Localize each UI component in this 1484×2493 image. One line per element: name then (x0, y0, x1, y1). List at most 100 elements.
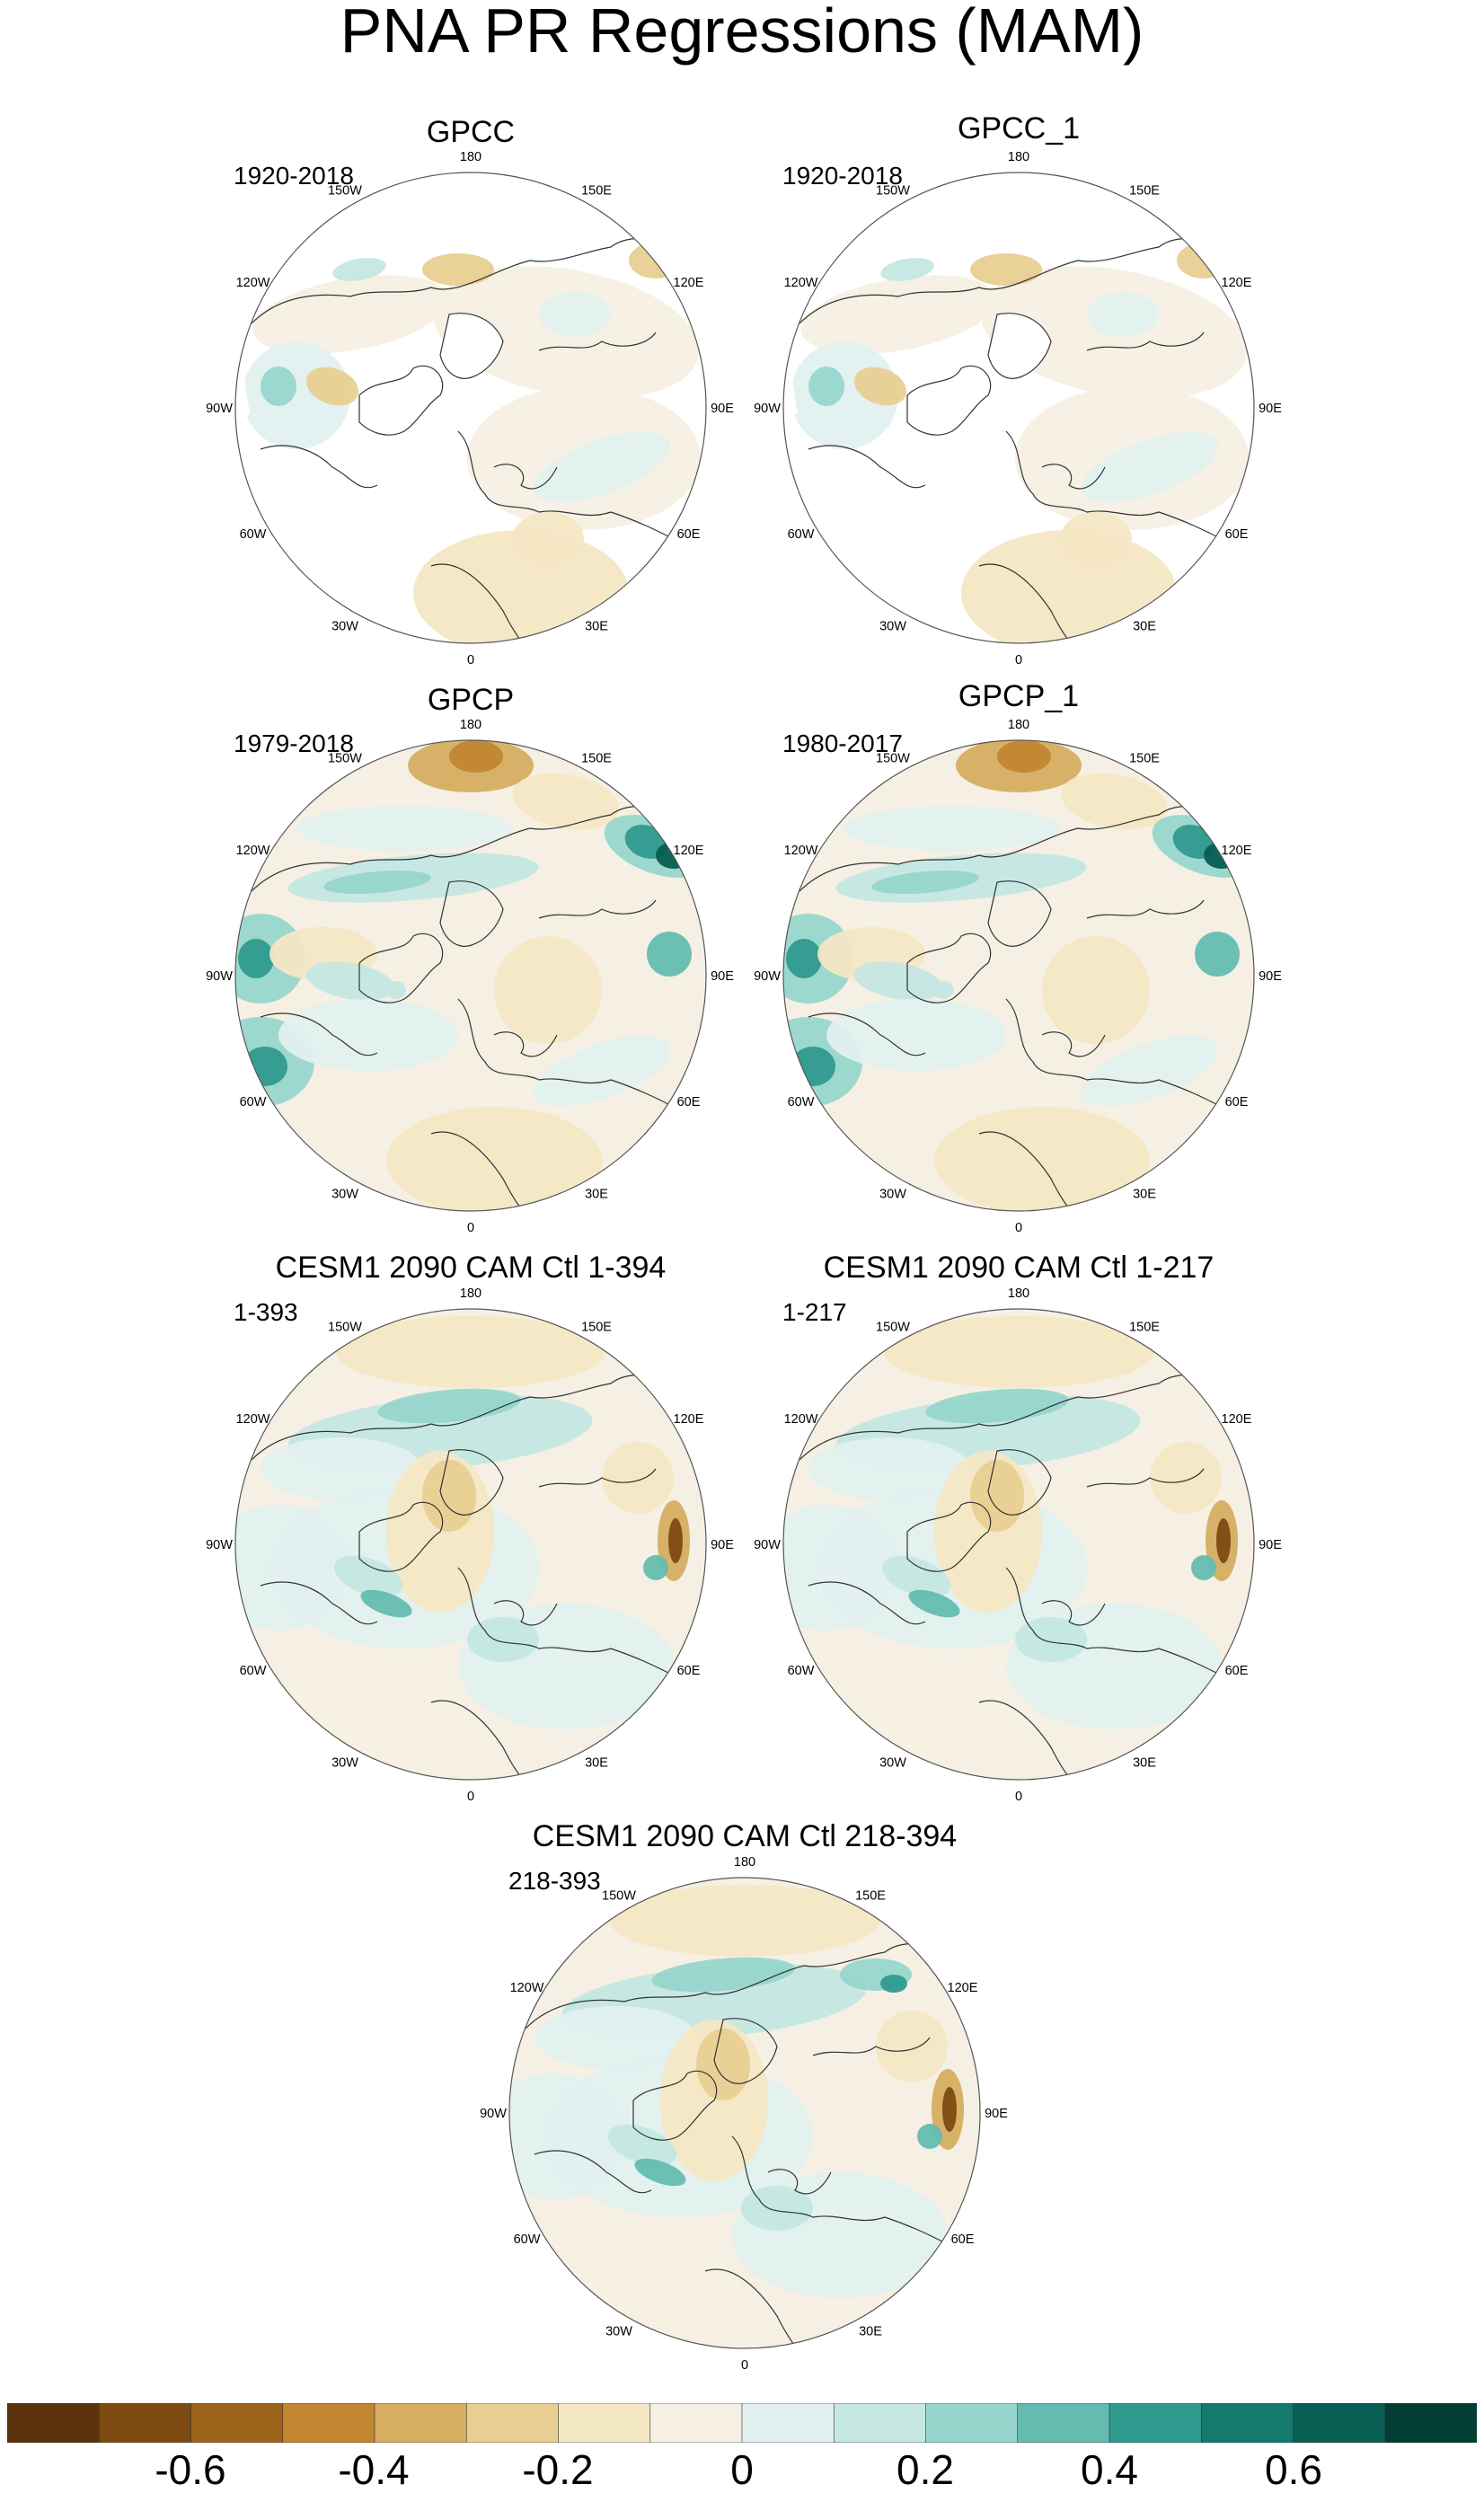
longitude-label: 90E (711, 1538, 734, 1552)
longitude-label: 0 (467, 1790, 474, 1804)
panel-period-gpcp-1: 1980-2017 (782, 729, 903, 757)
longitude-label: 30W (331, 1187, 358, 1201)
longitude-label: 90W (754, 1538, 781, 1552)
longitude-label: 150W (602, 1889, 636, 1904)
map-gpcp: 180 150E 120E 90E 60E 30E 0 30W 60W 90W 120W 150W (206, 718, 734, 1235)
colorbar-segment (190, 2403, 284, 2443)
longitude-label: 0 (1015, 1221, 1022, 1235)
map-cesm-1-394: 180 150E 120E 90E 60E 30E 0 30W 60W 90W 120W 150W (206, 1286, 734, 1804)
panel-title-gpcp-1: GPCP_1 (958, 679, 1080, 713)
colorbar-segment (98, 2403, 192, 2443)
longitude-label: 180 (1008, 150, 1029, 164)
colorbar-tick-label: 0.4 (1081, 2446, 1138, 2493)
longitude-label: 60E (677, 1095, 701, 1109)
longitude-label: 90W (480, 2107, 507, 2121)
map-rim (782, 739, 1255, 1212)
colorbar-tick-label: -0.4 (338, 2446, 410, 2493)
longitude-label: 60E (951, 2232, 975, 2247)
longitude-label: 60W (788, 527, 815, 542)
map-rim (234, 739, 707, 1212)
colorbar-tick-label: -0.6 (155, 2446, 226, 2493)
longitude-label: 60E (1225, 1095, 1249, 1109)
map-rim (782, 1308, 1255, 1781)
map-rim (234, 172, 707, 644)
map-cesm-218-394: 180 150E 120E 90E 60E 30E 0 30W 60W 90W 120W 150W (480, 1855, 1008, 2373)
longitude-label: 60W (240, 1095, 267, 1109)
longitude-label: 30W (331, 1755, 358, 1770)
longitude-label: 30W (879, 619, 906, 633)
longitude-label: 180 (460, 150, 481, 164)
longitude-label: 30W (331, 619, 358, 633)
map-rim (508, 1877, 981, 2349)
longitude-label: 150E (581, 184, 612, 199)
colorbar-tick-label: -0.2 (522, 2446, 594, 2493)
colorbar-segment (7, 2403, 101, 2443)
longitude-label: 90E (711, 969, 734, 984)
longitude-label: 180 (1008, 718, 1029, 732)
longitude-label: 150E (1129, 752, 1160, 766)
longitude-label: 90E (1259, 1538, 1282, 1552)
longitude-label: 30W (879, 1187, 906, 1201)
longitude-label: 60W (788, 1664, 815, 1678)
colorbar-segment (833, 2403, 927, 2443)
longitude-label: 150E (855, 1889, 886, 1904)
panel-title-cesm-218-394: CESM1 2090 CAM Ctl 218-394 (532, 1819, 958, 1853)
colorbar-segment (374, 2403, 468, 2443)
longitude-label: 180 (460, 718, 481, 732)
longitude-label: 90E (711, 402, 734, 416)
colorbar-segment (282, 2403, 375, 2443)
colorbar-segment (465, 2403, 560, 2443)
panel-title-cesm-1-217: CESM1 2090 CAM Ctl 1-217 (823, 1251, 1215, 1285)
longitude-label: 0 (1015, 653, 1022, 667)
map-gpcp-1: 180 150E 120E 90E 60E 30E 0 30W 60W 90W 120W 150W (754, 718, 1282, 1235)
longitude-label: 30E (1133, 1187, 1156, 1201)
longitude-label: 120W (236, 844, 270, 858)
panel-period-gpcp: 1979-2018 (234, 729, 354, 757)
longitude-label: 60W (514, 2232, 541, 2247)
longitude-label: 0 (741, 2358, 748, 2373)
longitude-label: 30E (859, 2324, 882, 2338)
colorbar-tick-label: 0.2 (897, 2446, 954, 2493)
map-gpcc-1: 180 150E 120E 90E 60E 30E 0 30W 60W 90W 120W 150W (754, 150, 1282, 667)
longitude-label: 150W (876, 184, 910, 199)
longitude-label: 120W (784, 1412, 818, 1427)
longitude-label: 90E (1259, 402, 1282, 416)
longitude-label: 120E (674, 1412, 704, 1427)
longitude-label: 150E (1129, 1321, 1160, 1335)
longitude-label: 150E (1129, 184, 1160, 199)
panel-title-cesm-1-394: CESM1 2090 CAM Ctl 1-394 (275, 1251, 667, 1285)
longitude-label: 150E (581, 752, 612, 766)
longitude-label: 30E (1133, 1755, 1156, 1770)
colorbar-segment (925, 2403, 1019, 2443)
longitude-label: 60E (1225, 527, 1249, 542)
longitude-label: 90W (206, 969, 233, 984)
longitude-label: 90E (1259, 969, 1282, 984)
colorbar-segment (1293, 2403, 1386, 2443)
colorbar-segment (1109, 2403, 1203, 2443)
longitude-label: 180 (460, 1286, 481, 1301)
map-rim (234, 1308, 707, 1781)
longitude-label: 90W (206, 402, 233, 416)
longitude-label: 60W (240, 527, 267, 542)
longitude-label: 90W (754, 402, 781, 416)
longitude-label: 90W (754, 969, 781, 984)
colorbar-segment (558, 2403, 651, 2443)
longitude-label: 120W (236, 276, 270, 290)
colorbar-tick-label: 0 (730, 2446, 754, 2493)
longitude-label: 60E (1225, 1664, 1249, 1678)
longitude-label: 120W (784, 276, 818, 290)
longitude-label: 0 (1015, 1790, 1022, 1804)
longitude-label: 150E (581, 1321, 612, 1335)
longitude-label: 120W (784, 844, 818, 858)
longitude-label: 120W (236, 1412, 270, 1427)
longitude-label: 120E (674, 844, 704, 858)
panel-title-gpcc: GPCC (426, 115, 516, 149)
longitude-label: 30E (1133, 619, 1156, 633)
colorbar-segment (649, 2403, 743, 2443)
longitude-label: 30E (585, 619, 608, 633)
longitude-label: 120E (948, 1981, 978, 1995)
longitude-label: 60E (677, 1664, 701, 1678)
longitude-label: 150W (328, 184, 362, 199)
longitude-label: 60W (788, 1095, 815, 1109)
panel-period-cesm-1-217: 1-217 (782, 1298, 847, 1326)
